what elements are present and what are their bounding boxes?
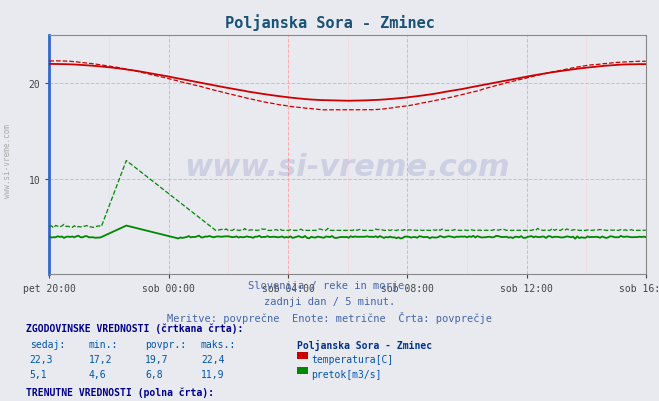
Text: maks.:: maks.: [201,339,236,349]
Text: povpr.:: povpr.: [145,339,186,349]
Text: 22,3: 22,3 [30,354,53,364]
Text: 19,7: 19,7 [145,354,169,364]
Text: 17,2: 17,2 [89,354,113,364]
Text: TRENUTNE VREDNOSTI (polna črta):: TRENUTNE VREDNOSTI (polna črta): [26,386,214,397]
Text: 5,1: 5,1 [30,369,47,379]
Text: www.si-vreme.com: www.si-vreme.com [3,124,13,197]
Text: sedaj:: sedaj: [30,339,65,349]
Text: ZGODOVINSKE VREDNOSTI (črtkana črta):: ZGODOVINSKE VREDNOSTI (črtkana črta): [26,323,244,333]
Text: www.si-vreme.com: www.si-vreme.com [185,153,511,182]
Text: 11,9: 11,9 [201,369,225,379]
Text: Poljanska Sora - Zminec: Poljanska Sora - Zminec [297,339,432,350]
Text: zadnji dan / 5 minut.: zadnji dan / 5 minut. [264,296,395,306]
Text: temperatura[C]: temperatura[C] [311,354,393,364]
Text: 6,8: 6,8 [145,369,163,379]
Text: Slovenija / reke in morje.: Slovenija / reke in morje. [248,281,411,291]
Text: pretok[m3/s]: pretok[m3/s] [311,369,382,379]
Text: min.:: min.: [89,339,119,349]
Text: Poljanska Sora - Zminec: Poljanska Sora - Zminec [225,14,434,31]
Text: Meritve: povprečne  Enote: metrične  Črta: povprečje: Meritve: povprečne Enote: metrične Črta:… [167,311,492,323]
Text: 4,6: 4,6 [89,369,107,379]
Text: 22,4: 22,4 [201,354,225,364]
